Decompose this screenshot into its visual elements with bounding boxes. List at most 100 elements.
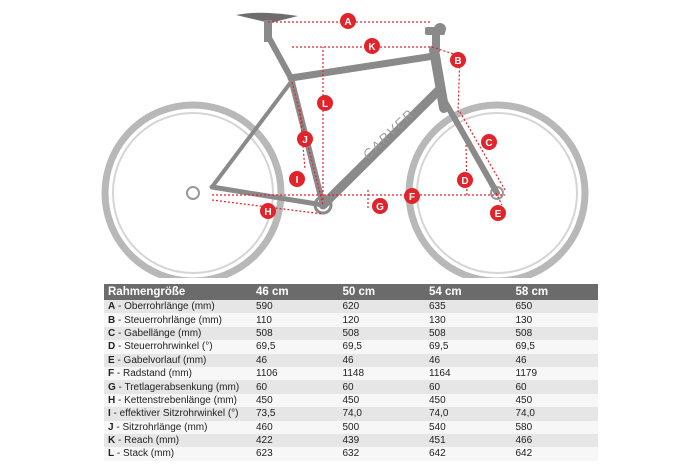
marker-d: D <box>457 172 473 188</box>
row-value: 130 <box>425 313 512 327</box>
row-value: 130 <box>511 313 598 327</box>
marker-c: C <box>481 134 497 150</box>
table-row: I - effektiver Sitzrohrwinkel (°) 73,5 74,… <box>104 407 598 421</box>
row-label-text: - Gabelvorlauf (mm) <box>114 354 207 366</box>
row-value: 69,5 <box>252 340 339 354</box>
row-label-text: - Oberrohrlänge (mm) <box>115 301 215 313</box>
row-label: E - Gabelvorlauf (mm) <box>104 353 252 367</box>
bike-geometry-diagram: CARVER A B C D E F G H I J K L <box>101 12 589 278</box>
row-label-text: - Sitzrohrlänge (mm) <box>113 421 208 433</box>
table-header-row: Rahmengröße 46 cm 50 cm 54 cm 58 cm <box>104 284 598 300</box>
row-value: 1164 <box>425 366 512 381</box>
row-value: 46 <box>511 353 598 367</box>
geometry-table-body: A - Oberrohrlänge (mm) 590 620 635 650 B - St… <box>104 300 598 461</box>
saddle <box>236 12 298 42</box>
header-size-46: 46 cm <box>252 284 339 300</box>
row-code: B <box>108 314 116 326</box>
row-value: 46 <box>252 353 339 367</box>
row-code: L <box>108 448 115 460</box>
row-label-text: - Steuerrohrlänge (mm) <box>115 314 222 326</box>
row-value: 450 <box>338 393 425 408</box>
svg-text:F: F <box>409 192 415 203</box>
row-code: K <box>108 435 116 447</box>
row-label-text: - Steuerrohrwinkel (°) <box>115 341 213 353</box>
row-code: E <box>108 354 115 366</box>
row-value: 642 <box>425 447 512 461</box>
svg-text:A: A <box>344 17 351 28</box>
row-code: C <box>108 327 116 339</box>
row-code: J <box>108 421 114 433</box>
row-value: 642 <box>511 447 598 461</box>
table-row: J - Sitzrohrlänge (mm) 460 500 540 580 <box>104 420 598 434</box>
marker-i: I <box>289 171 305 187</box>
row-value: 60 <box>338 380 425 394</box>
row-value: 460 <box>252 420 339 434</box>
dimension-markers: A B C D E F G H I J K L <box>260 13 506 221</box>
row-value: 466 <box>511 433 598 448</box>
row-value: 508 <box>425 326 512 341</box>
row-code: A <box>108 301 116 313</box>
row-value: 60 <box>425 380 512 394</box>
row-label-text: - effektiver Sitzrohrwinkel (°) <box>110 408 239 420</box>
marker-g: G <box>372 198 388 214</box>
table-row: F - Radstand (mm) 1106 1148 1164 1179 <box>104 366 598 381</box>
marker-j: J <box>297 131 313 147</box>
row-value: 1179 <box>511 366 598 381</box>
row-label-text: - Tretlagerabsenkung (mm) <box>115 381 240 393</box>
header-size-54: 54 cm <box>425 284 512 300</box>
row-code: H <box>108 394 116 406</box>
row-value: 1106 <box>252 366 339 381</box>
table-row: A - Oberrohrlänge (mm) 590 620 635 650 <box>104 300 598 314</box>
row-value: 508 <box>252 326 339 341</box>
header-frame-size: Rahmengröße <box>104 284 252 300</box>
row-code: G <box>108 381 116 393</box>
row-label: H - Kettenstrebenlänge (mm) <box>104 393 252 408</box>
row-value: 110 <box>252 313 339 327</box>
header-size-50: 50 cm <box>338 284 425 300</box>
svg-text:K: K <box>368 42 376 53</box>
table-row: L - Stack (mm) 623 632 642 642 <box>104 447 598 461</box>
handlebar <box>425 23 446 52</box>
row-label: G - Tretlagerabsenkung (mm) <box>104 380 252 394</box>
marker-a: A <box>340 13 356 29</box>
marker-e: E <box>490 205 506 221</box>
row-value: 1148 <box>338 366 425 381</box>
row-label: B - Steuerrohrlänge (mm) <box>104 313 252 327</box>
row-value: 632 <box>338 447 425 461</box>
row-label-text: - Stack (mm) <box>114 448 175 460</box>
geometry-table: Rahmengröße 46 cm 50 cm 54 cm 58 cm A - … <box>104 284 598 461</box>
row-label: J - Sitzrohrlänge (mm) <box>104 420 252 434</box>
row-value: 450 <box>425 393 512 408</box>
svg-text:L: L <box>322 99 328 110</box>
table-row: K - Reach (mm) 422 439 451 466 <box>104 433 598 448</box>
header-size-58: 58 cm <box>511 284 598 300</box>
row-value: 422 <box>252 433 339 448</box>
row-value: 69,5 <box>425 340 512 354</box>
frame-brand-text: CARVER <box>360 106 418 163</box>
table-row: D - Steuerrohrwinkel (°) 69,5 69,5 69,5 69,5 <box>104 340 598 354</box>
row-code: F <box>108 368 115 380</box>
row-value: 69,5 <box>338 340 425 354</box>
row-value: 500 <box>338 420 425 434</box>
row-label: I - effektiver Sitzrohrwinkel (°) <box>104 407 252 421</box>
row-value: 74,0 <box>511 407 598 421</box>
table-row: E - Gabelvorlauf (mm) 46 46 46 46 <box>104 353 598 367</box>
row-value: 540 <box>425 420 512 434</box>
svg-text:E: E <box>495 209 502 220</box>
marker-k: K <box>364 38 380 54</box>
row-value: 439 <box>338 433 425 448</box>
marker-f: F <box>404 188 420 204</box>
row-value: 60 <box>252 380 339 394</box>
row-value: 450 <box>252 393 339 408</box>
row-value: 73,5 <box>252 407 339 421</box>
row-label-text: - Radstand (mm) <box>114 368 192 380</box>
row-label: D - Steuerrohrwinkel (°) <box>104 340 252 354</box>
row-value: 450 <box>511 393 598 408</box>
row-value: 508 <box>338 326 425 341</box>
row-label: F - Radstand (mm) <box>104 366 252 381</box>
row-value: 590 <box>252 300 339 314</box>
row-label-text: - Reach (mm) <box>115 435 180 447</box>
row-label-text: - Gabellänge (mm) <box>115 327 202 339</box>
table-row: H - Kettenstrebenlänge (mm) 450 450 450 450 <box>104 393 598 408</box>
svg-text:G: G <box>376 202 384 213</box>
